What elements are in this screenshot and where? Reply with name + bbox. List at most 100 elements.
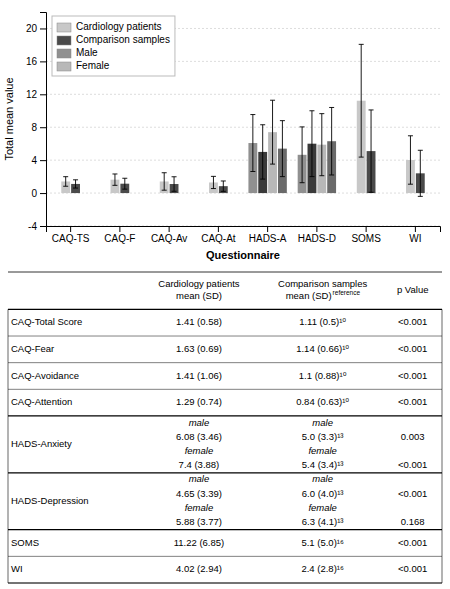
y-tick-mark [40,127,46,128]
x-axis: CAQ-TSCAQ-FCAQ-AvCAQ-AtHADS-AHADS-DSOMSW… [47,226,441,244]
bar-group [298,107,336,193]
error-bar [418,150,423,196]
table-header-superscript: reference [333,289,361,296]
table-cell: 11.22 (6.85) [174,537,225,548]
y-tick-label: 4 [31,155,37,166]
table-edge [8,309,9,336]
table-cell: male [189,473,210,484]
bar-group [61,177,80,193]
table-cell: 6.08 (3.46) [176,431,222,442]
x-tick: HADS-A [249,226,287,244]
y-tick-mark [40,226,46,227]
table-edge [442,363,443,390]
table-row-label: CAQ-Total Score [11,316,82,327]
legend-label: Male [76,47,98,58]
table-cell: <0.001 [398,396,427,407]
error-bar [211,176,216,188]
y-tick-label: 16 [26,56,38,67]
table-cell: 1.41 (1.06) [176,370,222,381]
x-tick: CAQ-TS [52,226,90,244]
x-tick: HADS-D [298,226,336,244]
error-bar [112,174,117,185]
x-tick-mark [70,226,71,232]
table: Cardiology patientsmean (SD)Comparison s… [8,272,442,583]
table-cell: 7.4 (3.88) [179,459,220,470]
legend-swatch [57,62,71,71]
table-cell: female [185,502,214,513]
error-bar [270,100,275,164]
bar-group [357,44,376,193]
table-cell: 5.1 (5.0)¹⁶ [301,537,344,548]
y-tick: 4 [31,155,46,166]
table-edge [442,530,443,557]
y-tick: 8 [31,122,46,133]
table-edge [442,473,443,530]
table-edge [8,336,9,363]
legend-frame [52,16,175,76]
error-bar [162,173,167,190]
table-edge [8,556,9,583]
legend: Cardiology patientsComparison samplesMal… [52,16,175,76]
error-bar [122,178,127,189]
table-header: mean (SD) [286,290,332,301]
x-tick-label: CAQ-At [201,233,236,244]
table-edge [442,309,443,336]
x-tick-label: HADS-A [249,233,287,244]
bar-group [248,100,286,193]
table-cell: 5.0 (3.3)¹³ [302,431,344,442]
error-bar [329,107,334,174]
table-cell: <0.001 [398,459,427,470]
y-tick: 0 [31,188,46,199]
error-bar [408,136,413,184]
table-cell: female [308,445,337,456]
x-tick-mark [218,226,219,232]
y-tick-label: 0 [31,188,37,199]
table-cell: 6.0 (4.0)¹³ [302,488,344,499]
x-tick-mark [316,226,317,232]
x-tick-label: WI [409,233,421,244]
table-cell: 0.003 [401,431,425,442]
error-bar [260,125,265,179]
table-cell: male [312,473,333,484]
table-edge [8,530,9,557]
table-row-label: HADS-Anxiety [11,438,72,449]
table-cell: <0.001 [398,563,427,574]
table-cell: 1.11 (0.5)¹⁰ [299,316,346,327]
bar-group [406,136,425,197]
x-tick-mark [119,226,120,232]
legend-label: Cardiology patients [76,21,162,32]
table-row-label: HADS-Depression [11,495,89,506]
x-tick-label: CAQ-Av [151,233,188,244]
table-cell: female [185,445,214,456]
table-rule [8,556,442,557]
error-bar [250,115,255,172]
bar-group [111,174,130,193]
x-tick-mark [366,226,367,232]
bar-group [209,176,228,193]
error-bar [63,177,68,187]
grid-line [46,94,440,95]
table-cell: female [308,502,337,513]
x-axis-title: Questionnaire [206,249,280,261]
legend-swatch [57,49,71,58]
table-cell: 1.14 (0.66)¹⁰ [296,343,349,354]
table-cell: <0.001 [398,316,427,327]
table-row-label: CAQ-Avoidance [11,370,79,381]
x-tick-mark [267,226,268,232]
legend-swatch [57,36,71,45]
table-edge [442,556,443,583]
y-tick-mark [40,28,46,29]
table-rule [8,472,442,473]
x-tick: CAQ-Av [151,226,188,244]
error-bar [369,110,374,192]
table-cell: 5.88 (3.77) [176,516,222,527]
table-cell: 0.168 [401,516,425,527]
x-tick: SOMS [351,226,381,244]
table-edge [8,389,9,416]
chart-container: -4048121620CAQ-TSCAQ-FCAQ-AvCAQ-AtHADS-A… [0,0,450,589]
table-rule [8,309,442,310]
error-bar [300,127,305,183]
y-axis-title: Total mean value [3,77,15,160]
x-axis-line [47,227,441,233]
table-edge [8,363,9,390]
